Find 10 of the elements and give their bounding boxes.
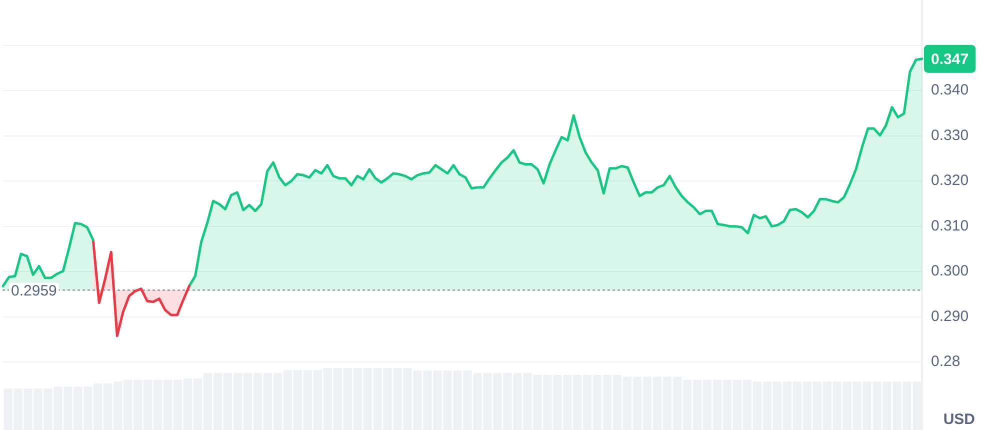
y-tick-label: 0.310 bbox=[931, 217, 969, 234]
y-tick-label: 0.28 bbox=[931, 353, 960, 370]
y-tick-label: 0.330 bbox=[931, 126, 969, 144]
text: 0.347 bbox=[931, 50, 969, 68]
y-axis-title: USD bbox=[943, 411, 976, 428]
y-tick-label: 0.290 bbox=[931, 308, 969, 325]
y-tick-label: 0.320 bbox=[931, 172, 969, 190]
y-tick-label: 0.300 bbox=[931, 262, 969, 280]
ref-line-label: 0.2959 bbox=[11, 282, 57, 300]
y-tick-label: 0.340 bbox=[931, 82, 969, 99]
